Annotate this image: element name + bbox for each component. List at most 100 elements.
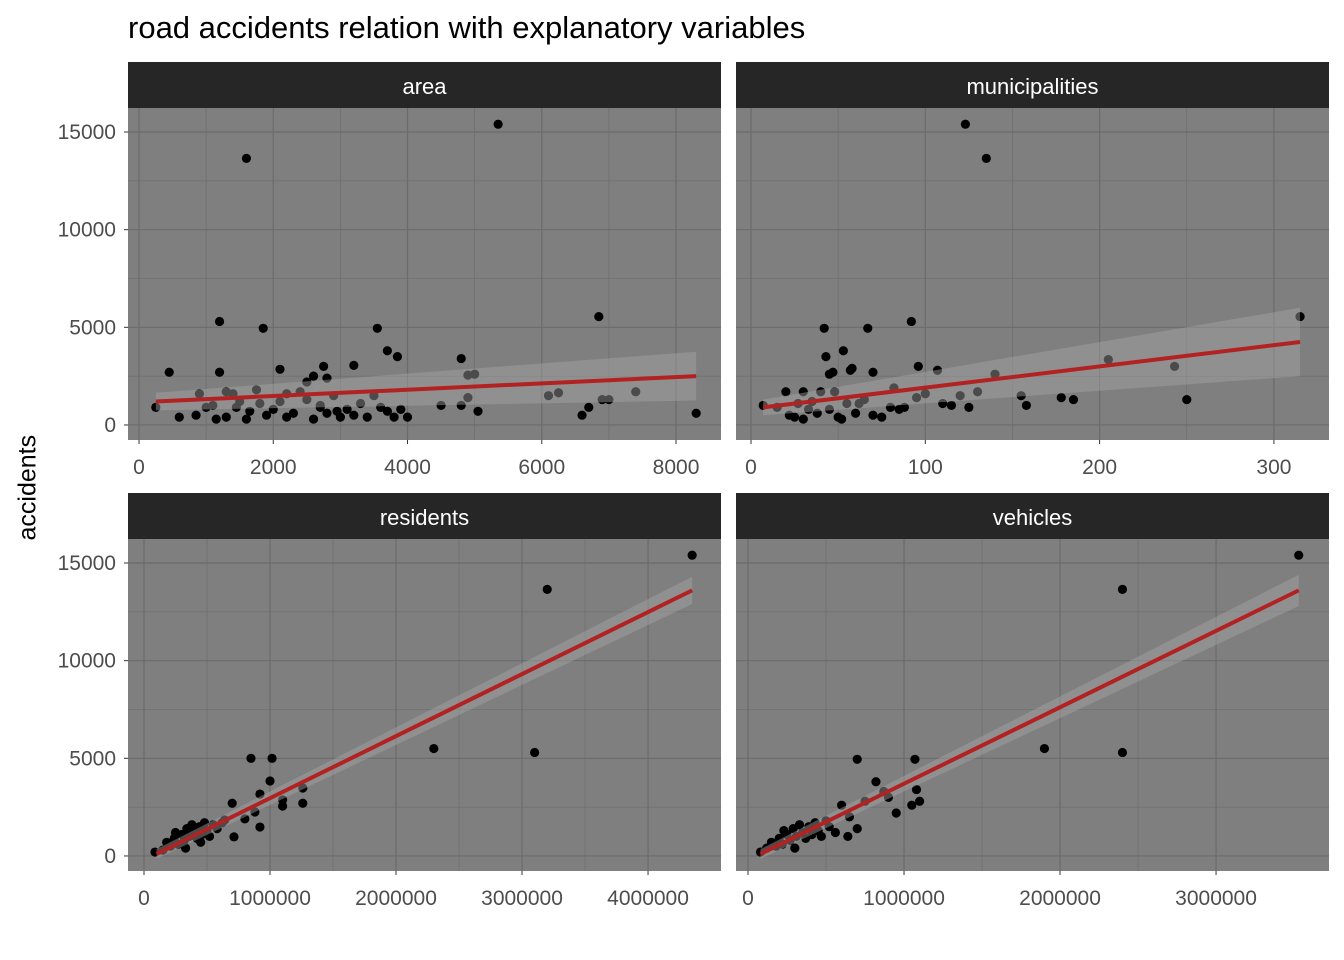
regression-line — [155, 588, 694, 856]
data-point — [907, 800, 917, 810]
data-point — [392, 352, 403, 362]
data-point — [913, 361, 923, 371]
data-point — [597, 394, 607, 405]
data-point — [429, 743, 439, 754]
data-point — [790, 843, 800, 853]
y-tick-label: 5000 — [69, 316, 116, 339]
data-point — [456, 400, 466, 411]
data-point — [315, 400, 325, 411]
data-point — [530, 747, 540, 758]
data-point — [214, 316, 225, 327]
data-point — [816, 831, 826, 842]
x-tick-label: 2000 — [250, 456, 297, 479]
data-point — [868, 410, 878, 420]
data-point — [824, 369, 835, 379]
data-point — [267, 753, 277, 763]
y-tick-label: 5000 — [69, 747, 116, 770]
panel-background — [128, 539, 721, 871]
data-point — [955, 391, 965, 401]
data-point — [915, 796, 925, 806]
data-point — [990, 369, 1000, 379]
panel-background — [736, 108, 1329, 440]
data-point — [838, 346, 848, 356]
data-point — [194, 389, 205, 399]
data-point — [784, 410, 794, 420]
data-point — [883, 792, 894, 802]
data-point — [798, 414, 808, 424]
data-point — [604, 394, 614, 405]
x-tick-label: 0 — [742, 887, 754, 910]
x-tick-label: 6000 — [518, 456, 565, 479]
data-point — [781, 387, 791, 397]
data-point — [342, 404, 352, 414]
y-tick-label: 10000 — [58, 219, 116, 242]
data-point — [894, 404, 904, 414]
data-point — [911, 393, 922, 403]
data-point — [241, 153, 252, 163]
data-point — [251, 385, 262, 395]
data-point — [349, 360, 359, 370]
regression-line — [155, 374, 697, 404]
data-point — [493, 119, 503, 129]
data-point — [245, 406, 255, 416]
y-tick-label: 0 — [104, 414, 116, 437]
data-point — [830, 827, 840, 838]
confidence-ribbon — [763, 307, 1301, 416]
data-point — [191, 410, 201, 420]
facet-strip — [736, 493, 1329, 539]
data-point — [308, 414, 319, 424]
data-point — [852, 824, 862, 834]
x-tick-label: 4000 — [384, 456, 431, 479]
data-point — [964, 402, 974, 412]
data-point — [376, 402, 386, 412]
data-point — [631, 387, 641, 397]
data-point — [322, 373, 332, 383]
data-point — [187, 820, 197, 830]
data-point — [265, 776, 275, 786]
data-point — [972, 387, 983, 397]
data-point — [1117, 747, 1128, 758]
facet-municipalities: 0 100 200 300 municipalities — [736, 62, 1329, 479]
facet-strip — [736, 62, 1329, 108]
x-tick-label: 1000000 — [229, 887, 311, 910]
data-point — [920, 389, 930, 399]
data-point — [298, 798, 308, 808]
data-point — [906, 316, 916, 327]
data-point — [174, 412, 184, 422]
facet-vehicles: 0 1000000 2000000 3000000 vehicles — [736, 493, 1329, 910]
data-point — [221, 412, 231, 422]
data-point — [824, 822, 834, 832]
data-point — [1295, 311, 1305, 322]
facet-strip-label: area — [402, 74, 447, 99]
data-point — [812, 408, 822, 418]
x-tick-label: 0 — [133, 456, 145, 479]
data-point — [282, 412, 292, 422]
data-point — [868, 367, 878, 377]
x-tick-label: 0 — [138, 887, 150, 910]
x-tick-label: 2000000 — [355, 887, 437, 910]
data-point — [543, 391, 554, 401]
data-point — [261, 410, 272, 420]
data-point — [180, 843, 191, 853]
data-point — [981, 153, 991, 163]
data-point — [1016, 391, 1026, 401]
data-point — [850, 408, 861, 418]
x-tick-label: 3000000 — [481, 887, 563, 910]
data-point — [1021, 400, 1031, 411]
data-point — [863, 323, 873, 333]
data-point — [553, 388, 564, 398]
data-point — [821, 352, 831, 362]
data-point — [255, 822, 265, 832]
data-point — [229, 832, 239, 842]
data-point — [241, 414, 252, 424]
chart-title: road accidents relation with explanatory… — [128, 10, 806, 45]
data-point — [308, 371, 319, 381]
data-point — [164, 367, 174, 377]
data-point — [577, 410, 587, 420]
x-tick-label: 300 — [1256, 456, 1291, 479]
x-tick-label: 2000000 — [1019, 887, 1101, 910]
data-point — [1294, 550, 1304, 560]
data-point — [332, 406, 342, 416]
data-point — [960, 119, 970, 129]
